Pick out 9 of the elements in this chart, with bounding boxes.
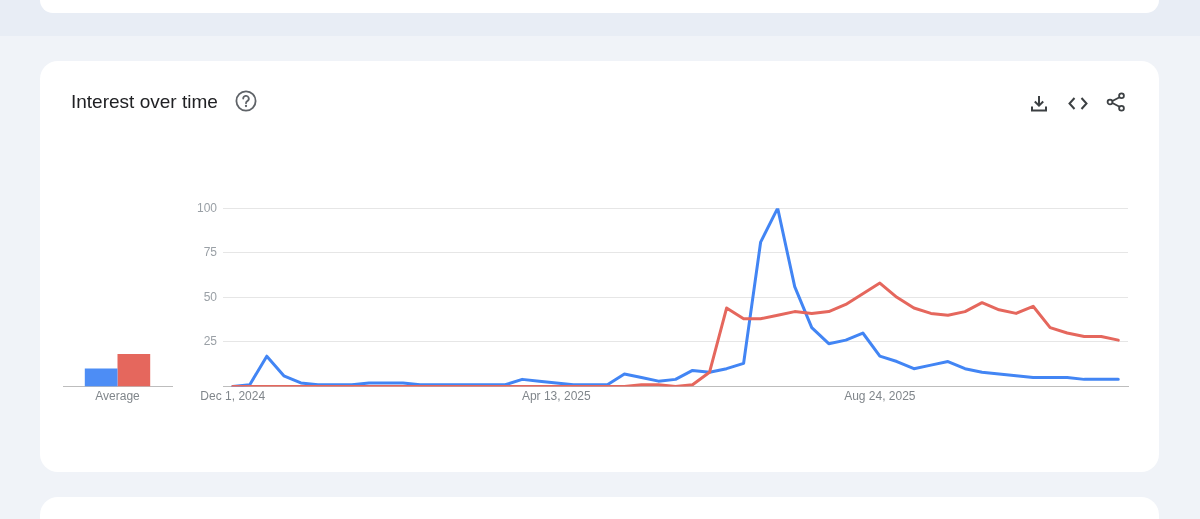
y-tick-label: 75 — [203, 245, 218, 260]
x-tick-label: Apr 13, 2025 — [521, 389, 591, 404]
y-tick-label: 25 — [203, 334, 218, 349]
y-tick-label: 50 — [203, 289, 218, 304]
x-tick-label: Dec 1, 2024 — [200, 389, 266, 404]
x-tick-label: Aug 24, 2025 — [844, 389, 916, 404]
y-tick-label: 100 — [196, 200, 218, 215]
x-tick-label: Average — [95, 389, 141, 404]
chart-title: Interest over time — [71, 90, 218, 114]
